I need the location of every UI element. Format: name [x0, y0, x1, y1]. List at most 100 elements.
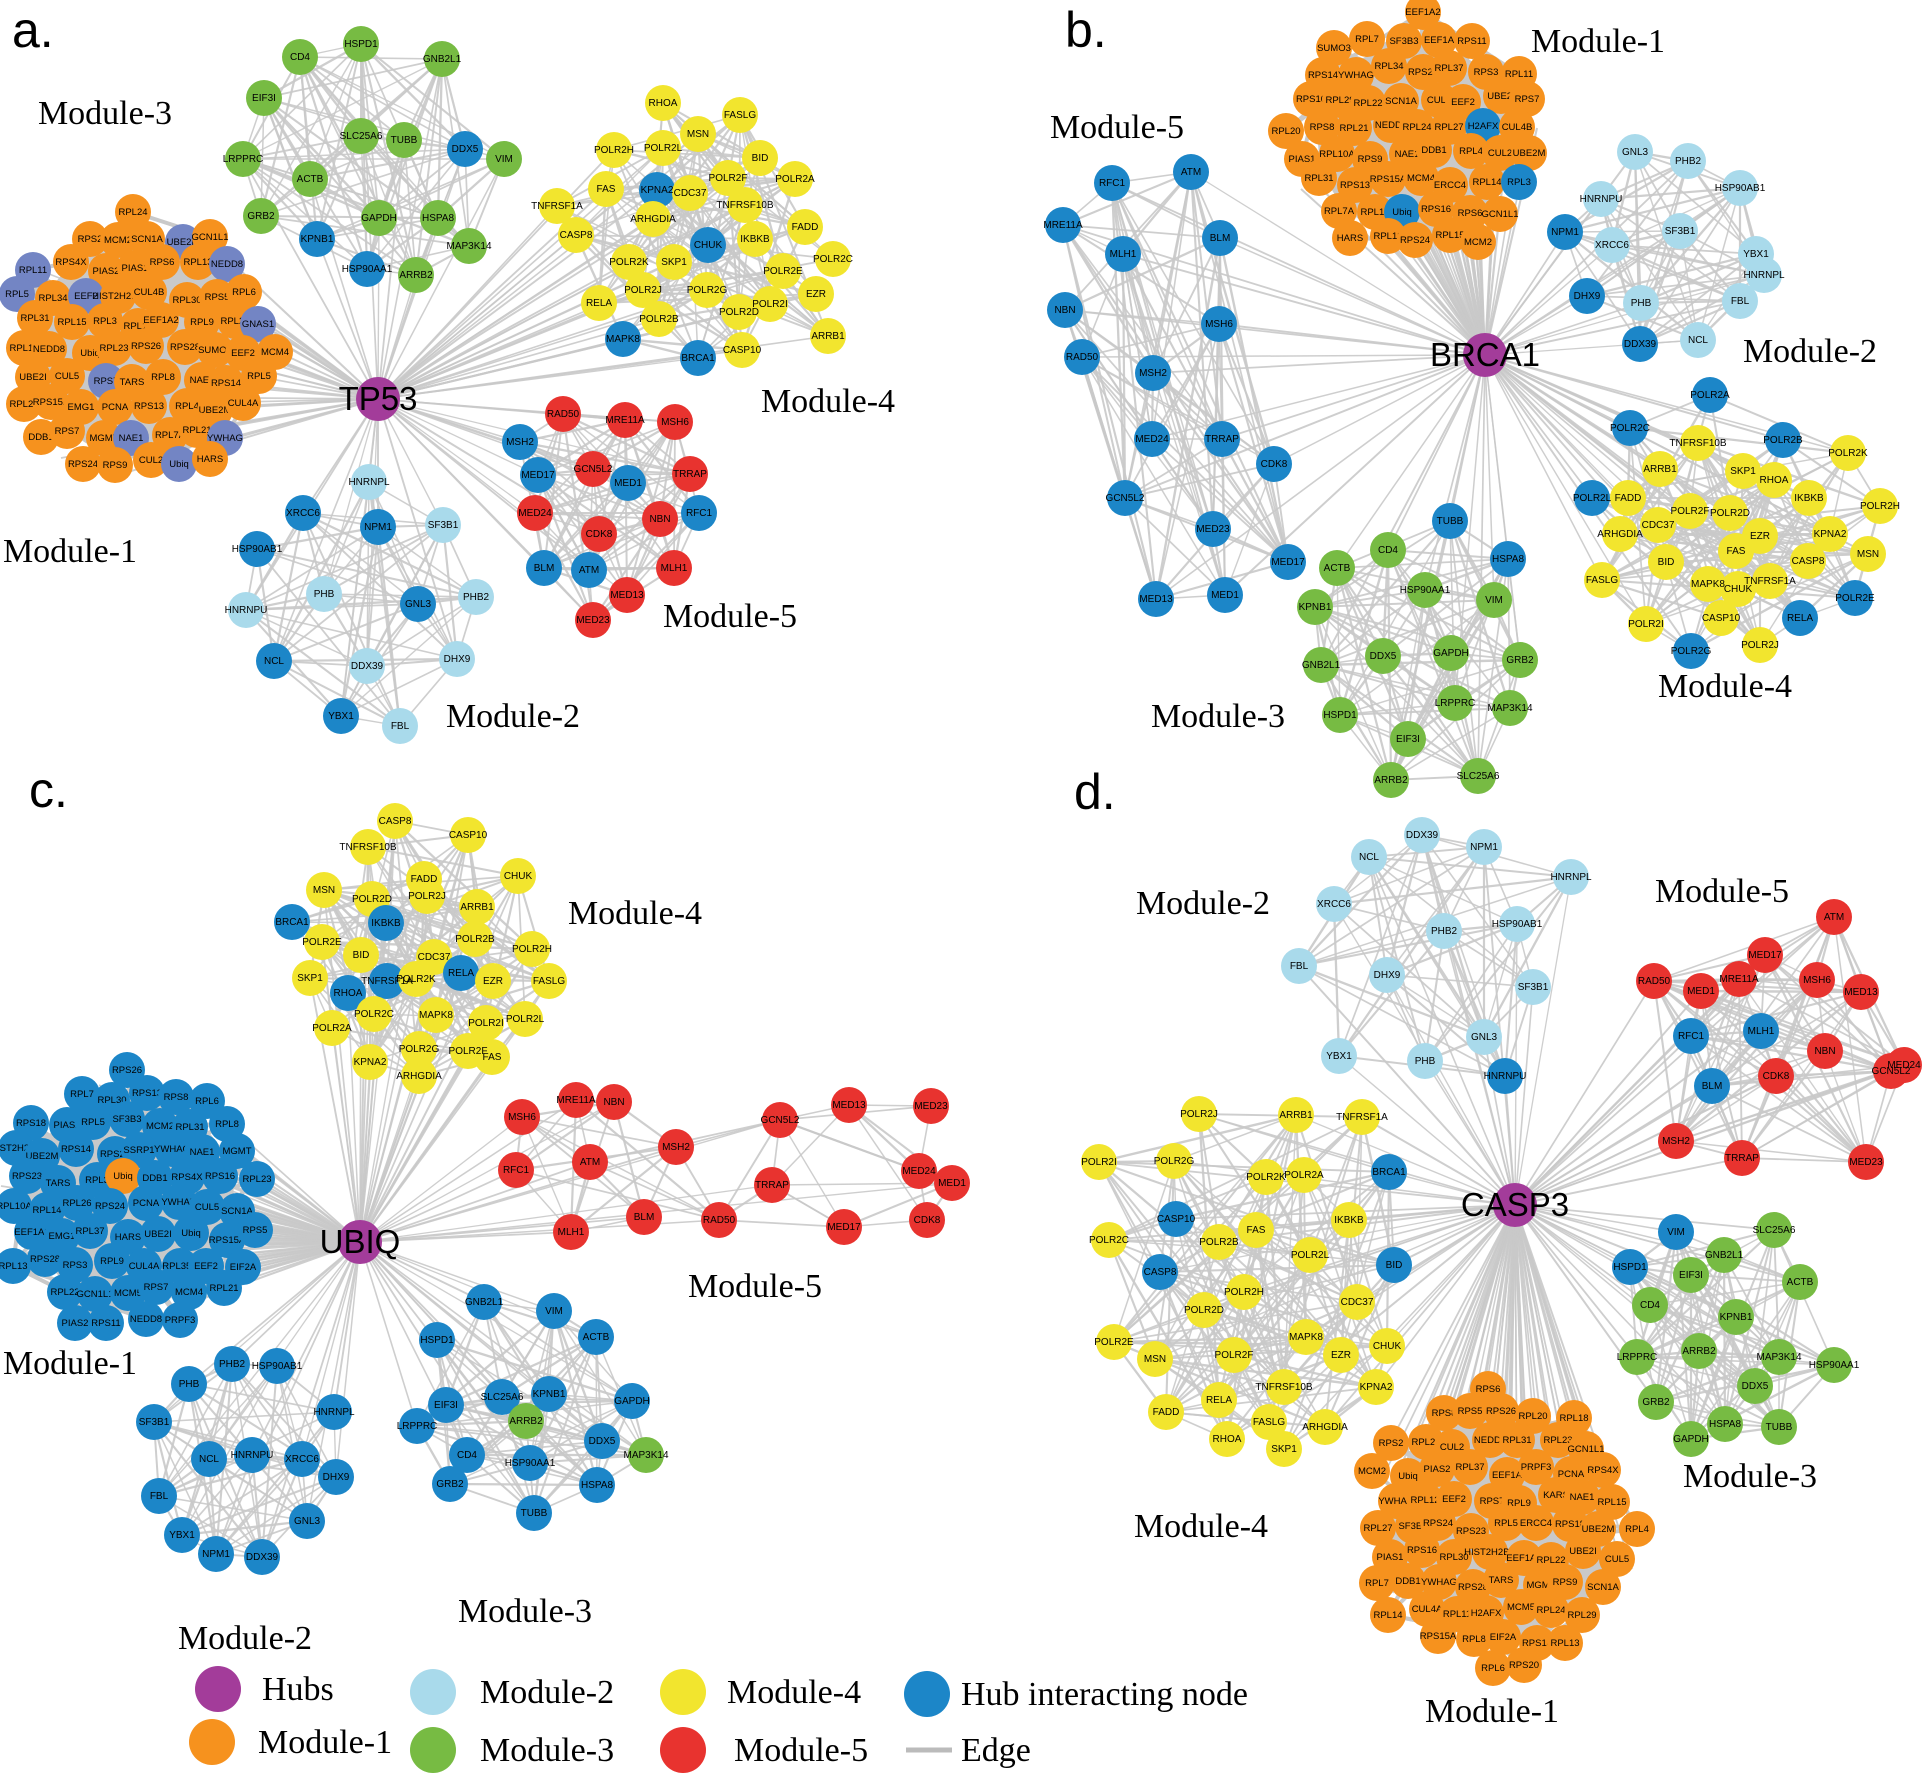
svg-text:PCNA: PCNA [133, 1198, 160, 1209]
svg-text:UBE2I: UBE2I [1569, 1546, 1596, 1557]
svg-text:RPS13: RPS13 [132, 1088, 162, 1099]
svg-text:RPL15: RPL15 [57, 317, 86, 328]
svg-text:CUL2: CUL2 [139, 455, 163, 466]
svg-text:SKP1: SKP1 [1730, 466, 1756, 477]
svg-text:RPL9: RPL9 [190, 317, 214, 328]
svg-text:GAPDH: GAPDH [361, 213, 397, 224]
svg-text:BLM: BLM [1210, 233, 1231, 244]
svg-text:GNL3: GNL3 [294, 1516, 321, 1527]
svg-text:SLC25A6: SLC25A6 [481, 1392, 524, 1403]
svg-text:YBX1: YBX1 [1743, 249, 1769, 260]
svg-text:SUMO3: SUMO3 [1317, 43, 1351, 54]
svg-text:RPS5: RPS5 [243, 1225, 268, 1236]
svg-text:CDK8: CDK8 [1261, 459, 1288, 470]
svg-text:FAS: FAS [1727, 546, 1746, 557]
svg-text:PIAS2: PIAS2 [1424, 1464, 1451, 1475]
svg-text:RPL3: RPL3 [1507, 177, 1531, 188]
svg-text:RPL15: RPL15 [1597, 1497, 1626, 1508]
svg-text:RPS8: RPS8 [1310, 122, 1335, 133]
svg-text:YWHAG: YWHAG [207, 433, 243, 444]
svg-text:NBN: NBN [649, 514, 670, 525]
svg-text:POLR2E: POLR2E [1094, 1337, 1134, 1348]
svg-text:HNRNPL: HNRNPL [313, 1407, 355, 1418]
svg-text:CUL5: CUL5 [1427, 95, 1451, 106]
svg-text:CASP10: CASP10 [723, 345, 762, 356]
svg-text:RPS15A: RPS15A [33, 397, 70, 408]
svg-text:HSPA8: HSPA8 [1709, 1419, 1741, 1430]
svg-text:Module-3: Module-3 [1683, 1458, 1817, 1495]
svg-text:RPS16: RPS16 [1407, 1545, 1437, 1556]
svg-text:GRB2: GRB2 [1642, 1397, 1670, 1408]
svg-text:MED23: MED23 [914, 1101, 948, 1112]
svg-text:CDC37: CDC37 [1642, 520, 1675, 531]
svg-text:CUL2: CUL2 [1488, 148, 1512, 159]
svg-text:CDC37: CDC37 [674, 188, 707, 199]
svg-text:SKP1: SKP1 [1271, 1444, 1297, 1455]
svg-text:MED24: MED24 [1135, 434, 1169, 445]
svg-text:POLR2A: POLR2A [775, 174, 815, 185]
svg-text:CASP10: CASP10 [1702, 613, 1741, 624]
svg-text:POLR2K: POLR2K [609, 257, 649, 268]
svg-text:NBN: NBN [1814, 1046, 1835, 1057]
svg-text:MSH6: MSH6 [1205, 319, 1233, 330]
svg-text:TNFRSF10B: TNFRSF10B [339, 842, 397, 853]
svg-text:GNL3: GNL3 [405, 599, 432, 610]
svg-text:RPL30: RPL30 [1439, 1552, 1468, 1563]
svg-text:ARHGDIA: ARHGDIA [1302, 1422, 1348, 1433]
svg-text:ARHGDIA: ARHGDIA [396, 1071, 442, 1082]
svg-text:MSH6: MSH6 [661, 417, 689, 428]
svg-text:POLR2H: POLR2H [1860, 501, 1900, 512]
svg-text:UBE2I: UBE2I [19, 372, 46, 383]
svg-text:POLR2J: POLR2J [408, 891, 446, 902]
svg-text:RPL6: RPL6 [195, 1096, 219, 1107]
svg-text:Module-2: Module-2 [446, 698, 580, 735]
svg-text:MED23: MED23 [1849, 1157, 1883, 1168]
svg-text:BID: BID [1386, 1260, 1403, 1271]
svg-text:MED1: MED1 [1211, 590, 1239, 601]
svg-text:RPL21: RPL21 [1339, 123, 1368, 134]
svg-text:POLR2K: POLR2K [1828, 448, 1868, 459]
svg-text:RAD50: RAD50 [1638, 976, 1671, 987]
svg-text:MED23: MED23 [576, 615, 610, 626]
svg-text:Module-3: Module-3 [1151, 698, 1285, 735]
svg-text:HNRNPU: HNRNPU [1580, 194, 1623, 205]
svg-text:RPS6: RPS6 [1476, 1384, 1501, 1395]
svg-text:UBE2M: UBE2M [26, 1151, 59, 1162]
svg-text:MED1: MED1 [938, 1178, 966, 1189]
svg-text:RPL21: RPL21 [209, 1283, 238, 1294]
svg-text:MED13: MED13 [1844, 987, 1878, 998]
svg-text:Module-5: Module-5 [688, 1268, 822, 1305]
svg-text:EIF3I: EIF3I [1679, 1270, 1703, 1281]
svg-text:RPS16: RPS16 [205, 1171, 235, 1182]
svg-text:HARS: HARS [197, 454, 223, 465]
svg-text:ARRB1: ARRB1 [460, 902, 494, 913]
svg-text:MED17: MED17 [827, 1222, 861, 1233]
svg-text:RPL27: RPL27 [220, 316, 249, 327]
svg-text:NAE1: NAE1 [190, 375, 215, 386]
svg-text:MRE11A: MRE11A [1043, 220, 1083, 231]
svg-text:HSP90AA1: HSP90AA1 [1809, 1360, 1860, 1371]
svg-text:GCN1L1: GCN1L1 [192, 232, 229, 243]
svg-text:POLR2A: POLR2A [312, 1023, 352, 1034]
svg-text:DHX9: DHX9 [1574, 291, 1601, 302]
svg-text:ARRB2: ARRB2 [1682, 1346, 1716, 1357]
svg-text:IKBKB: IKBKB [1794, 493, 1824, 504]
svg-text:ATM: ATM [579, 565, 599, 576]
svg-text:Module-4: Module-4 [568, 895, 702, 932]
svg-text:TNFRSF1A: TNFRSF1A [531, 201, 583, 212]
svg-text:SCN1A: SCN1A [221, 1206, 253, 1217]
svg-text:PRPF3: PRPF3 [1521, 1462, 1552, 1473]
svg-text:PHB: PHB [179, 1379, 200, 1390]
svg-text:RPS16: RPS16 [1421, 204, 1451, 215]
svg-text:TUBB: TUBB [1437, 516, 1464, 527]
svg-text:POLR2L: POLR2L [644, 143, 683, 154]
svg-text:LRPPRC: LRPPRC [397, 1421, 438, 1432]
svg-text:RPL3: RPL3 [93, 316, 117, 327]
svg-text:DDX39: DDX39 [1406, 830, 1439, 841]
svg-text:PIAS2: PIAS2 [62, 1318, 89, 1329]
svg-text:RPS26: RPS26 [1486, 1406, 1516, 1417]
svg-text:RPS28: RPS28 [30, 1254, 60, 1265]
svg-text:POLR2D: POLR2D [719, 307, 759, 318]
svg-text:CD4: CD4 [457, 1450, 477, 1461]
svg-text:Hub interacting node: Hub interacting node [961, 1676, 1248, 1713]
